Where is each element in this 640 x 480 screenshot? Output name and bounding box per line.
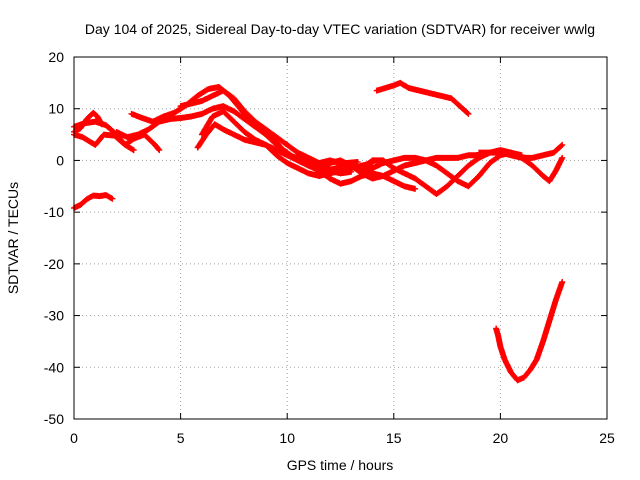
chart-title: Day 104 of 2025, Sidereal Day-to-day VTE… <box>85 21 595 37</box>
y-axis-label: SDTVAR / TECUs <box>5 182 21 294</box>
x-tick-label: 20 <box>493 430 509 446</box>
y-tick-label: 0 <box>56 152 64 168</box>
data-points <box>71 79 566 384</box>
x-tick-label: 25 <box>599 430 615 446</box>
x-tick-label: 5 <box>177 430 185 446</box>
y-tick-label: -50 <box>44 411 64 427</box>
y-tick-label: -30 <box>44 308 64 324</box>
x-tick-label: 0 <box>70 430 78 446</box>
y-tick-label: -40 <box>44 359 64 375</box>
y-tick-label: -20 <box>44 256 64 272</box>
y-tick-label: 10 <box>48 101 64 117</box>
data-series-arc-1 <box>71 192 116 212</box>
data-series-arc-7 <box>177 87 333 172</box>
grid-lines <box>74 57 607 419</box>
x-axis-label: GPS time / hours <box>287 457 394 473</box>
x-tick-label: 15 <box>386 430 402 446</box>
x-tick-label: 10 <box>279 430 295 446</box>
data-series-arc-15 <box>493 278 566 384</box>
y-tick-label: -10 <box>44 204 64 220</box>
data-series-arc-13 <box>476 141 566 161</box>
data-series-arc-14 <box>373 79 472 117</box>
plot-frame <box>73 56 608 420</box>
y-tick-label: 20 <box>48 49 64 65</box>
axis-ticks: 0 5 10 15 20 25 20 10 0 -10 -20 -30 -40 -50 <box>44 49 615 446</box>
